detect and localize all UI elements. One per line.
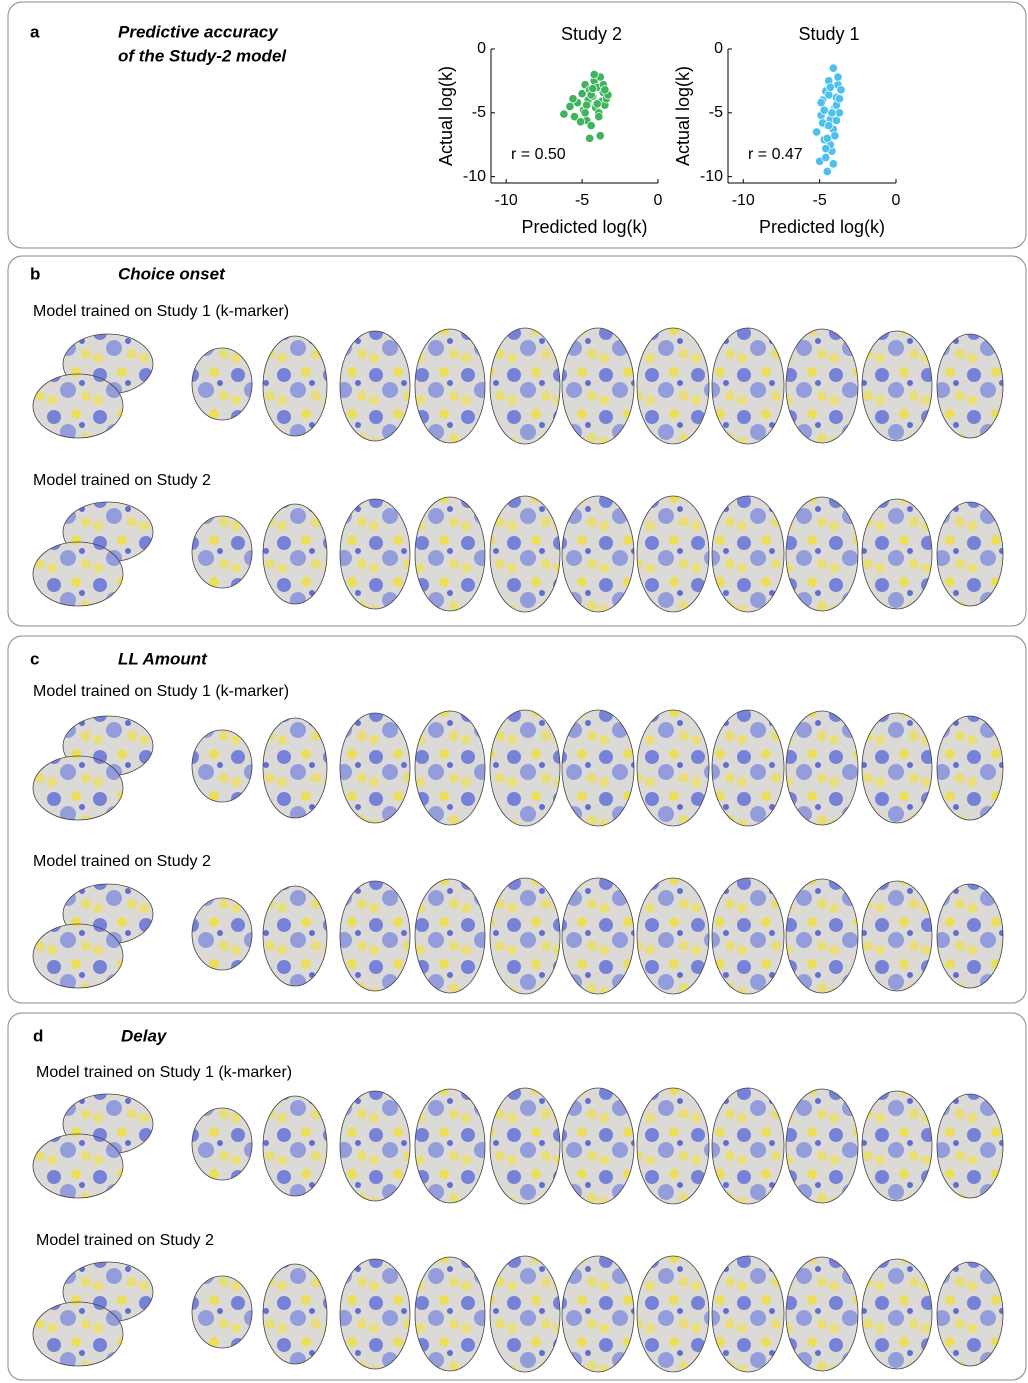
row-label: Model trained on Study 2 [33, 853, 211, 870]
annotation: r = 0.47 [748, 146, 803, 163]
page: a Predictive accuracy of the Study-2 mod… [0, 0, 1028, 1383]
point [820, 106, 828, 114]
y-tick-label: -10 [700, 168, 723, 185]
brain-slices [33, 878, 1003, 994]
panel-label: c [30, 649, 39, 668]
chart-title: Study 2 [561, 24, 622, 44]
point [593, 100, 601, 108]
x-tick-label: -5 [575, 192, 589, 209]
point [822, 144, 830, 152]
row-label: Model trained on Study 1 (k-marker) [36, 1064, 292, 1081]
brain-slices [33, 496, 1003, 612]
y-axis-label: Actual log(k) [673, 66, 693, 166]
y-axis-label: Actual log(k) [436, 66, 456, 166]
point [823, 167, 831, 175]
panel-title: Delay [121, 1026, 168, 1045]
row-label: Model trained on Study 2 [36, 1232, 214, 1249]
brain-slices [33, 1088, 1003, 1204]
point [595, 112, 603, 120]
panel-title: of the Study-2 model [118, 46, 287, 65]
y-tick-label: 0 [477, 40, 486, 57]
point [817, 98, 825, 106]
x-tick-label: 0 [654, 192, 663, 209]
x-tick-label: -10 [495, 192, 518, 209]
brain-slices [33, 1256, 1003, 1372]
point [828, 109, 836, 117]
point [589, 84, 597, 92]
point [825, 121, 833, 129]
point [829, 64, 837, 72]
panel-label: d [33, 1026, 43, 1045]
y-tick-label: 0 [714, 40, 723, 57]
point [823, 134, 831, 142]
row-label: Model trained on Study 1 (k-marker) [33, 683, 289, 700]
row-label: Model trained on Study 2 [33, 472, 211, 489]
point [829, 160, 837, 168]
point [590, 70, 598, 78]
point [837, 86, 845, 94]
x-axis-label: Predicted log(k) [521, 217, 647, 237]
brain-slices [33, 710, 1003, 826]
point [822, 153, 830, 161]
annotation: r = 0.50 [511, 146, 566, 163]
point [569, 95, 577, 103]
point [835, 95, 843, 103]
x-tick-label: -5 [813, 192, 827, 209]
point [582, 101, 590, 109]
point [826, 83, 834, 91]
point [601, 86, 609, 94]
point [835, 109, 843, 117]
panel-label: a [30, 22, 40, 41]
panel-title: Choice onset [118, 264, 226, 283]
panel-label: b [30, 264, 40, 283]
point [812, 128, 820, 136]
panel-title: Predictive accuracy [118, 22, 279, 41]
point [831, 132, 839, 140]
x-axis-label: Predicted log(k) [759, 217, 885, 237]
point [566, 102, 574, 110]
point [585, 134, 593, 142]
figure: a Predictive accuracy of the Study-2 mod… [0, 0, 1028, 1383]
row-label: Model trained on Study 1 (k-marker) [33, 303, 289, 320]
y-tick-label: -5 [472, 104, 486, 121]
brain-slices [33, 328, 1003, 444]
point [596, 132, 604, 140]
point [825, 91, 833, 99]
point [832, 116, 840, 124]
point [560, 110, 568, 118]
point [587, 121, 595, 129]
y-tick-label: -10 [463, 168, 486, 185]
point [576, 118, 584, 126]
chart-title: Study 1 [798, 24, 859, 44]
x-tick-label: -10 [732, 192, 755, 209]
point [834, 73, 842, 81]
point [578, 89, 586, 97]
point [581, 109, 589, 117]
x-tick-label: 0 [892, 192, 901, 209]
panel-title: LL Amount [118, 649, 208, 668]
y-tick-label: -5 [709, 104, 723, 121]
